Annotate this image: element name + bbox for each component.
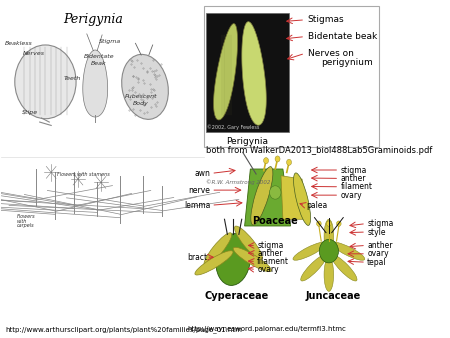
Text: Teeth: Teeth xyxy=(63,76,81,81)
Ellipse shape xyxy=(317,221,321,226)
Ellipse shape xyxy=(234,226,262,260)
Text: ovary: ovary xyxy=(367,249,389,258)
Text: bract: bract xyxy=(187,253,207,262)
Text: awn: awn xyxy=(194,169,210,178)
Text: nerve: nerve xyxy=(188,186,210,195)
Ellipse shape xyxy=(331,242,365,260)
Text: Stipe: Stipe xyxy=(22,110,38,115)
Text: stigma: stigma xyxy=(340,166,367,174)
Text: Cyperaceae: Cyperaceae xyxy=(205,291,269,301)
Text: Pubescent: Pubescent xyxy=(125,94,158,99)
Text: both from WalkerDA2013_biol488Lab5Graminoids.pdf: both from WalkerDA2013_biol488Lab5Gramin… xyxy=(206,146,433,155)
Ellipse shape xyxy=(15,45,76,119)
Text: anther: anther xyxy=(340,174,366,183)
Ellipse shape xyxy=(270,186,281,199)
Ellipse shape xyxy=(293,242,326,260)
Ellipse shape xyxy=(264,158,269,164)
Text: Flowers: Flowers xyxy=(17,214,36,219)
Text: perigynium: perigynium xyxy=(321,58,373,67)
Ellipse shape xyxy=(327,221,331,226)
Text: Beakless: Beakless xyxy=(5,41,32,46)
Text: stigma: stigma xyxy=(367,219,394,228)
Polygon shape xyxy=(281,176,306,219)
Text: filament: filament xyxy=(340,182,372,191)
Text: Bidentate: Bidentate xyxy=(84,54,114,59)
Text: anther: anther xyxy=(367,241,393,250)
Text: Juncaceae: Juncaceae xyxy=(305,291,360,301)
Text: Perigynia: Perigynia xyxy=(63,13,123,26)
Text: ©2002, Gary Fewless: ©2002, Gary Fewless xyxy=(207,124,260,130)
Text: Beak: Beak xyxy=(91,61,107,66)
Text: Nerves on: Nerves on xyxy=(308,49,354,58)
Polygon shape xyxy=(245,169,291,226)
Text: stigma: stigma xyxy=(257,241,284,250)
Ellipse shape xyxy=(331,255,357,281)
Ellipse shape xyxy=(204,233,232,266)
Polygon shape xyxy=(214,24,238,120)
Text: anther: anther xyxy=(257,249,283,258)
Ellipse shape xyxy=(122,54,168,119)
Ellipse shape xyxy=(337,221,341,226)
Text: Nerves: Nerves xyxy=(23,51,45,56)
Text: filament: filament xyxy=(257,257,289,266)
Text: ovary: ovary xyxy=(257,265,279,274)
Ellipse shape xyxy=(275,156,280,162)
Ellipse shape xyxy=(195,251,233,275)
Ellipse shape xyxy=(324,258,333,291)
Text: Stigmas: Stigmas xyxy=(308,15,344,24)
Text: http://www.arthursclipart.org/plants/plant%20families/page_01.htm: http://www.arthursclipart.org/plants/pla… xyxy=(5,326,242,333)
Ellipse shape xyxy=(216,234,251,285)
Text: Bidentate beak: Bidentate beak xyxy=(308,32,377,41)
Text: Poaceae: Poaceae xyxy=(252,216,298,226)
Ellipse shape xyxy=(320,239,338,263)
Text: ovary: ovary xyxy=(340,191,362,200)
Text: Perigynia: Perigynia xyxy=(226,137,268,146)
Text: http://waynesword.palomar.edu/termfl3.htmc: http://waynesword.palomar.edu/termfl3.ht… xyxy=(187,326,346,332)
Text: with: with xyxy=(17,219,27,224)
Ellipse shape xyxy=(251,167,273,225)
Ellipse shape xyxy=(324,219,333,253)
Ellipse shape xyxy=(293,173,310,225)
Text: carpels: carpels xyxy=(17,223,34,228)
Text: palea: palea xyxy=(306,201,327,210)
Text: Stigma: Stigma xyxy=(99,39,122,44)
Polygon shape xyxy=(83,50,108,117)
Polygon shape xyxy=(242,22,266,125)
Text: Body: Body xyxy=(133,101,149,106)
Ellipse shape xyxy=(287,159,292,165)
Text: style: style xyxy=(367,227,386,237)
Bar xyxy=(204,6,378,147)
Text: lemma: lemma xyxy=(184,201,210,210)
Text: ©R.W. Armstrong 2002: ©R.W. Armstrong 2002 xyxy=(206,179,271,185)
Text: tepal: tepal xyxy=(367,258,387,267)
Bar xyxy=(206,13,288,132)
Ellipse shape xyxy=(233,247,271,272)
Text: Flowers with stamens: Flowers with stamens xyxy=(57,172,110,177)
Ellipse shape xyxy=(301,255,326,281)
